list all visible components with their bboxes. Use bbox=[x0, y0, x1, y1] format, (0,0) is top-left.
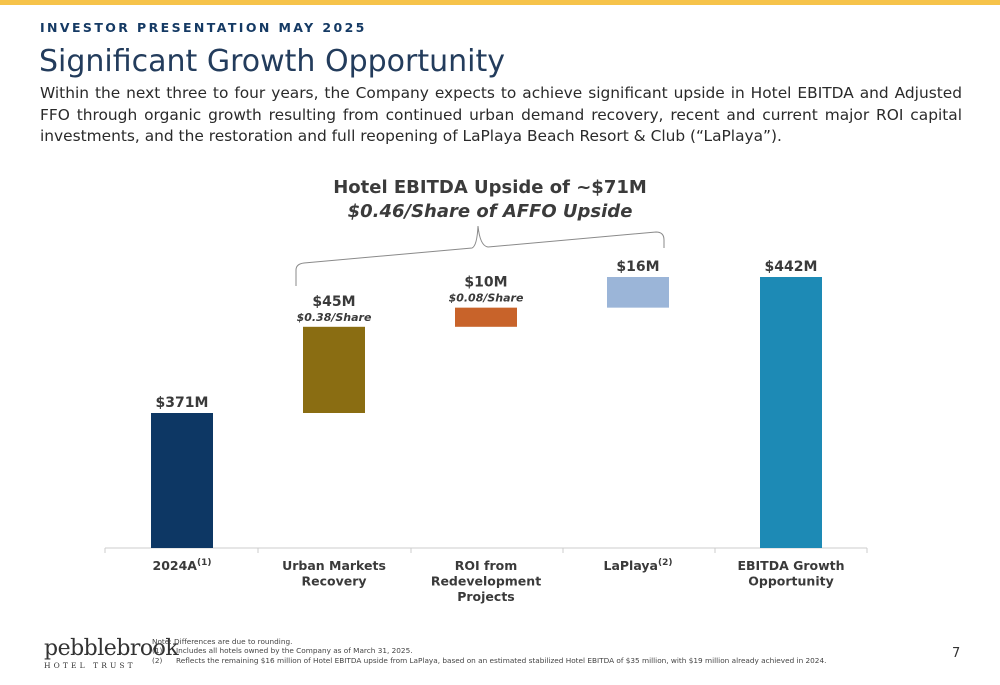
category-label-0: 2024A(1) bbox=[153, 558, 212, 573]
bar-value-label-0: $371M bbox=[156, 395, 209, 411]
footnote-2: (2) Reflects the remaining $16 million of… bbox=[152, 656, 826, 665]
callout-ebitda-upside: Hotel EBITDA Upside of ~$71M bbox=[333, 177, 647, 198]
category-label-2: ROI from Redevelopment Projects bbox=[431, 558, 541, 604]
company-logo: pebblebrook HOTEL TRUST bbox=[44, 636, 179, 671]
bar-value-label-1: $45M bbox=[312, 294, 355, 310]
category-label-3: LaPlaya(2) bbox=[604, 558, 673, 573]
footnote-1: (1) Includes all hotels owned by the Comp… bbox=[152, 646, 826, 655]
bar-share-label-1: $0.38/Share bbox=[297, 311, 372, 324]
bar-2 bbox=[455, 307, 517, 327]
upside-brace bbox=[295, 225, 665, 286]
footnote-1-num: (1) bbox=[152, 646, 163, 656]
eyebrow-label: INVESTOR PRESENTATION MAY 2025 bbox=[40, 20, 367, 35]
footnote-1-text: Includes all hotels owned by the Company… bbox=[176, 646, 413, 656]
footnote-2-text: Reflects the remaining $16 million of Ho… bbox=[176, 655, 827, 665]
footnotes: Note: Differences are due to rounding. (… bbox=[152, 637, 826, 665]
bar-share-label-2: $0.08/Share bbox=[449, 292, 524, 305]
bar-4 bbox=[760, 277, 822, 548]
callout-affo-upside: $0.46/Share of AFFO Upside bbox=[347, 201, 633, 222]
category-label-4: EBITDA Growth Opportunity bbox=[737, 558, 844, 589]
top-accent-bar bbox=[0, 0, 1000, 5]
page-number: 7 bbox=[952, 646, 961, 661]
bar-value-label-3: $16M bbox=[616, 259, 659, 275]
footnote-note: Note: Differences are due to rounding. bbox=[152, 637, 293, 646]
bar-1 bbox=[303, 326, 365, 413]
bar-value-label-4: $442M bbox=[765, 259, 818, 275]
category-label-1: Urban Markets Recovery bbox=[282, 558, 386, 589]
intro-paragraph: Within the next three to four years, the… bbox=[40, 84, 962, 145]
page-title: Significant Growth Opportunity bbox=[39, 44, 506, 79]
logo-wordmark: pebblebrook bbox=[44, 636, 179, 661]
bar-0 bbox=[151, 413, 213, 548]
bar-3 bbox=[607, 277, 669, 308]
footnote-2-num: (2) bbox=[152, 655, 163, 665]
logo-subtitle: HOTEL TRUST bbox=[44, 661, 136, 670]
bar-value-label-2: $10M bbox=[464, 275, 507, 291]
